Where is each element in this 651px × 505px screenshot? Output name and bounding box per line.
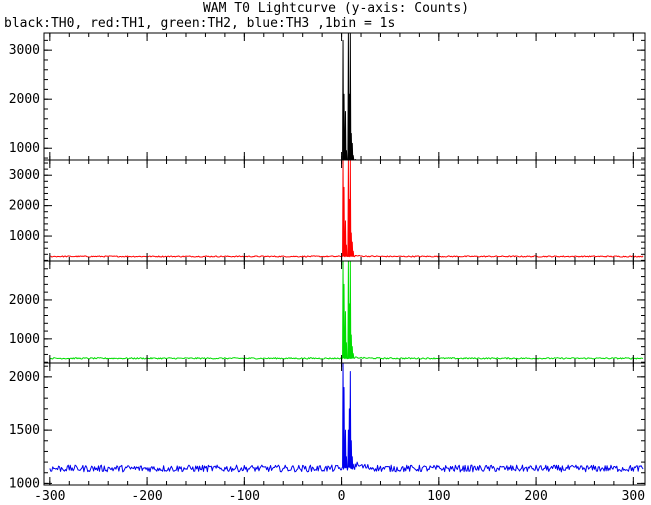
y-tick-label-th1: 3000 xyxy=(9,168,40,183)
y-tick-label-th0: 3000 xyxy=(9,43,40,58)
series-line-th2 xyxy=(49,260,644,360)
x-tick-label: 0 xyxy=(338,489,346,504)
panel-frame-th3 xyxy=(43,362,646,486)
series-line-th0 xyxy=(49,32,644,161)
y-tick-label-th1: 1000 xyxy=(9,229,40,244)
series-line-th1 xyxy=(49,159,644,258)
x-tick-label: 200 xyxy=(524,489,547,504)
chart-title: WAM T0 Lightcurve (y-axis: Counts) xyxy=(203,1,469,16)
y-tick-label-th3: 1000 xyxy=(9,476,40,491)
x-tick-label: -300 xyxy=(34,489,65,504)
y-tick-label-th2: 2000 xyxy=(9,293,40,308)
x-tick-label: 300 xyxy=(622,489,645,504)
x-tick-label: 100 xyxy=(427,489,450,504)
x-tick-label: -200 xyxy=(131,489,162,504)
y-tick-label-th1: 2000 xyxy=(9,199,40,214)
series-line-th3 xyxy=(49,362,644,473)
y-tick-label-th0: 1000 xyxy=(9,141,40,156)
x-tick-label: -100 xyxy=(229,489,260,504)
y-tick-label-th0: 2000 xyxy=(9,92,40,107)
y-tick-label-th2: 1000 xyxy=(9,332,40,347)
panels-group: 1000200030001000200030001000200010001500… xyxy=(9,32,646,504)
chart-subtitle: black:TH0, red:TH1, green:TH2, blue:TH3 … xyxy=(4,16,395,31)
y-tick-label-th3: 2000 xyxy=(9,370,40,385)
y-tick-label-th3: 1500 xyxy=(9,423,40,438)
